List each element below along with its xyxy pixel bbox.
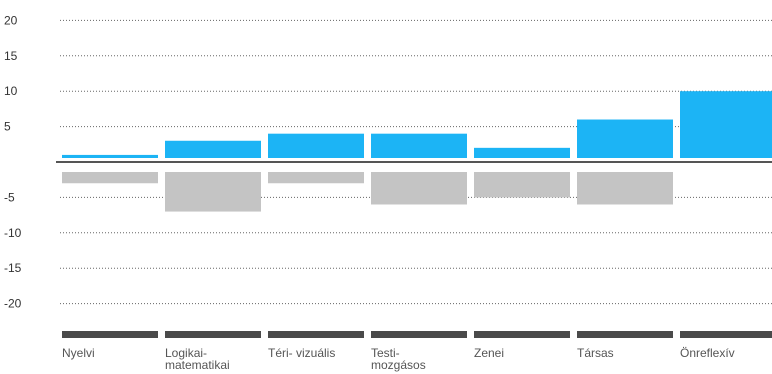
category-label-line: Logikai- <box>165 346 207 360</box>
negative-bar <box>577 172 673 205</box>
y-tick-label: -5 <box>4 190 15 204</box>
category-marker <box>371 331 467 338</box>
positive-bar <box>474 147 570 158</box>
category-label-line: Önreflexív <box>680 346 735 360</box>
category-label: Logikai-matematikai <box>165 346 230 372</box>
negative-bar <box>165 172 261 212</box>
y-tick-label: -20 <box>4 297 22 311</box>
y-tick-label: 10 <box>4 84 18 98</box>
y-tick-label: 20 <box>4 13 18 27</box>
y-tick-label: 5 <box>4 120 11 134</box>
category-marker <box>577 331 673 338</box>
negative-bar <box>474 172 570 198</box>
y-axis-ticks: 20 15 10 5 -5 -10 -15 -20 <box>4 13 22 310</box>
category-label: Zenei <box>474 346 504 360</box>
negative-bar <box>62 172 158 184</box>
category-label-line: matematikai <box>165 358 230 372</box>
category-marker <box>680 331 772 338</box>
positive-bar <box>268 133 364 158</box>
category-label-line: mozgásos <box>371 358 426 372</box>
category-label: Téri- vizuális <box>268 346 335 360</box>
y-tick-label: -15 <box>4 261 22 275</box>
category-label: Társas <box>577 346 614 360</box>
category-marker <box>268 331 364 338</box>
negative-bar <box>371 172 467 205</box>
y-tick-label: -10 <box>4 226 22 240</box>
category-label-line: Zenei <box>474 346 504 360</box>
category-label: Önreflexív <box>680 346 735 360</box>
positive-bar <box>62 154 158 158</box>
negative-bar <box>268 172 364 184</box>
positive-bar <box>577 119 673 158</box>
positive-bar <box>371 133 467 158</box>
category-label-line: Társas <box>577 346 614 360</box>
category-label: Testi-mozgásos <box>371 346 426 372</box>
y-tick-label: 15 <box>4 49 18 63</box>
category-label-line: Nyelvi <box>62 346 95 360</box>
category-marker <box>474 331 570 338</box>
category-label: Nyelvi <box>62 346 95 360</box>
category-labels: Nyelvi Logikai-matematikai Téri- vizuális T… <box>62 346 735 372</box>
category-label-line: Téri- vizuális <box>268 346 335 360</box>
category-marker <box>62 331 158 338</box>
category-markers <box>62 331 772 338</box>
category-marker <box>165 331 261 338</box>
positive-bar <box>165 140 261 158</box>
category-label-line: Testi- <box>371 346 400 360</box>
positive-bar <box>680 91 772 158</box>
bars <box>62 91 772 212</box>
